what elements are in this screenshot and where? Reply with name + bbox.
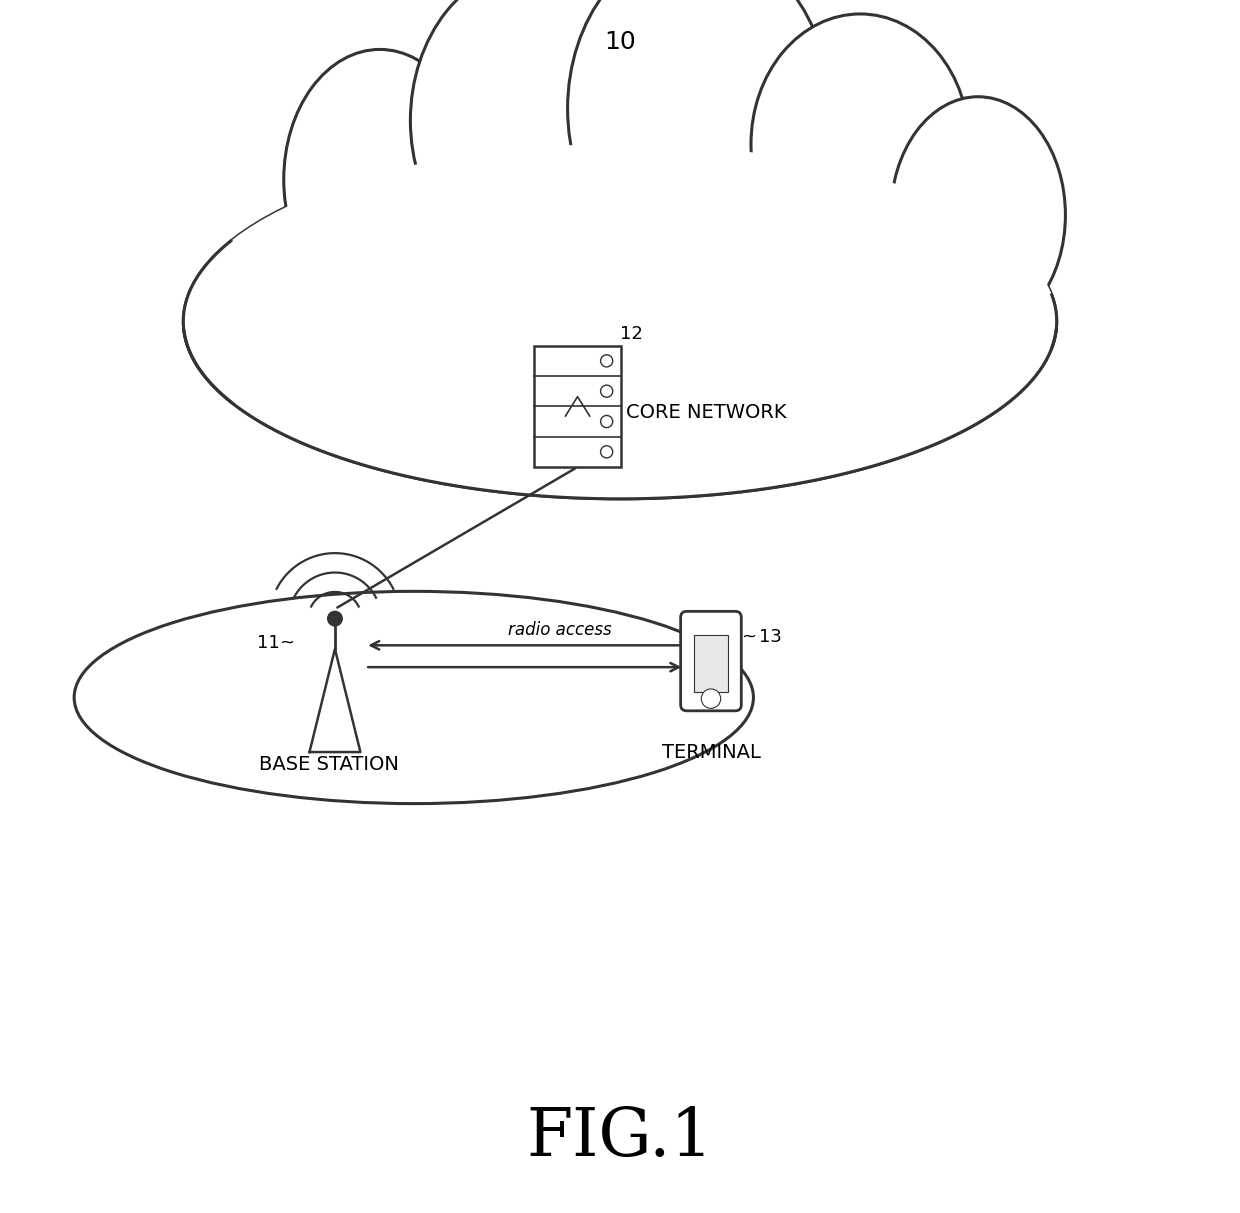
Text: 12: 12 bbox=[620, 325, 642, 342]
Polygon shape bbox=[310, 649, 361, 752]
Bar bbox=[694, 634, 728, 691]
Ellipse shape bbox=[284, 50, 476, 309]
Bar bbox=[534, 346, 621, 467]
Text: BASE STATION: BASE STATION bbox=[259, 754, 399, 774]
Text: radio access: radio access bbox=[507, 621, 611, 638]
Ellipse shape bbox=[751, 15, 970, 274]
Ellipse shape bbox=[410, 0, 655, 274]
Text: 10: 10 bbox=[604, 30, 636, 55]
Text: TERMINAL: TERMINAL bbox=[661, 742, 760, 762]
FancyBboxPatch shape bbox=[681, 611, 742, 711]
Circle shape bbox=[600, 386, 613, 398]
Text: ~: ~ bbox=[279, 634, 294, 651]
Ellipse shape bbox=[890, 97, 1065, 334]
Circle shape bbox=[600, 355, 613, 368]
Ellipse shape bbox=[184, 144, 1056, 499]
Circle shape bbox=[327, 611, 342, 626]
Text: CORE NETWORK: CORE NETWORK bbox=[626, 403, 786, 422]
Circle shape bbox=[600, 446, 613, 459]
Circle shape bbox=[600, 415, 613, 428]
Text: 13: 13 bbox=[759, 628, 782, 645]
Text: ~: ~ bbox=[742, 628, 756, 645]
Text: FIG.1: FIG.1 bbox=[527, 1105, 713, 1171]
Text: 11: 11 bbox=[257, 634, 279, 651]
Ellipse shape bbox=[74, 592, 754, 804]
Circle shape bbox=[702, 689, 720, 708]
Ellipse shape bbox=[184, 144, 1056, 499]
Ellipse shape bbox=[568, 0, 830, 274]
